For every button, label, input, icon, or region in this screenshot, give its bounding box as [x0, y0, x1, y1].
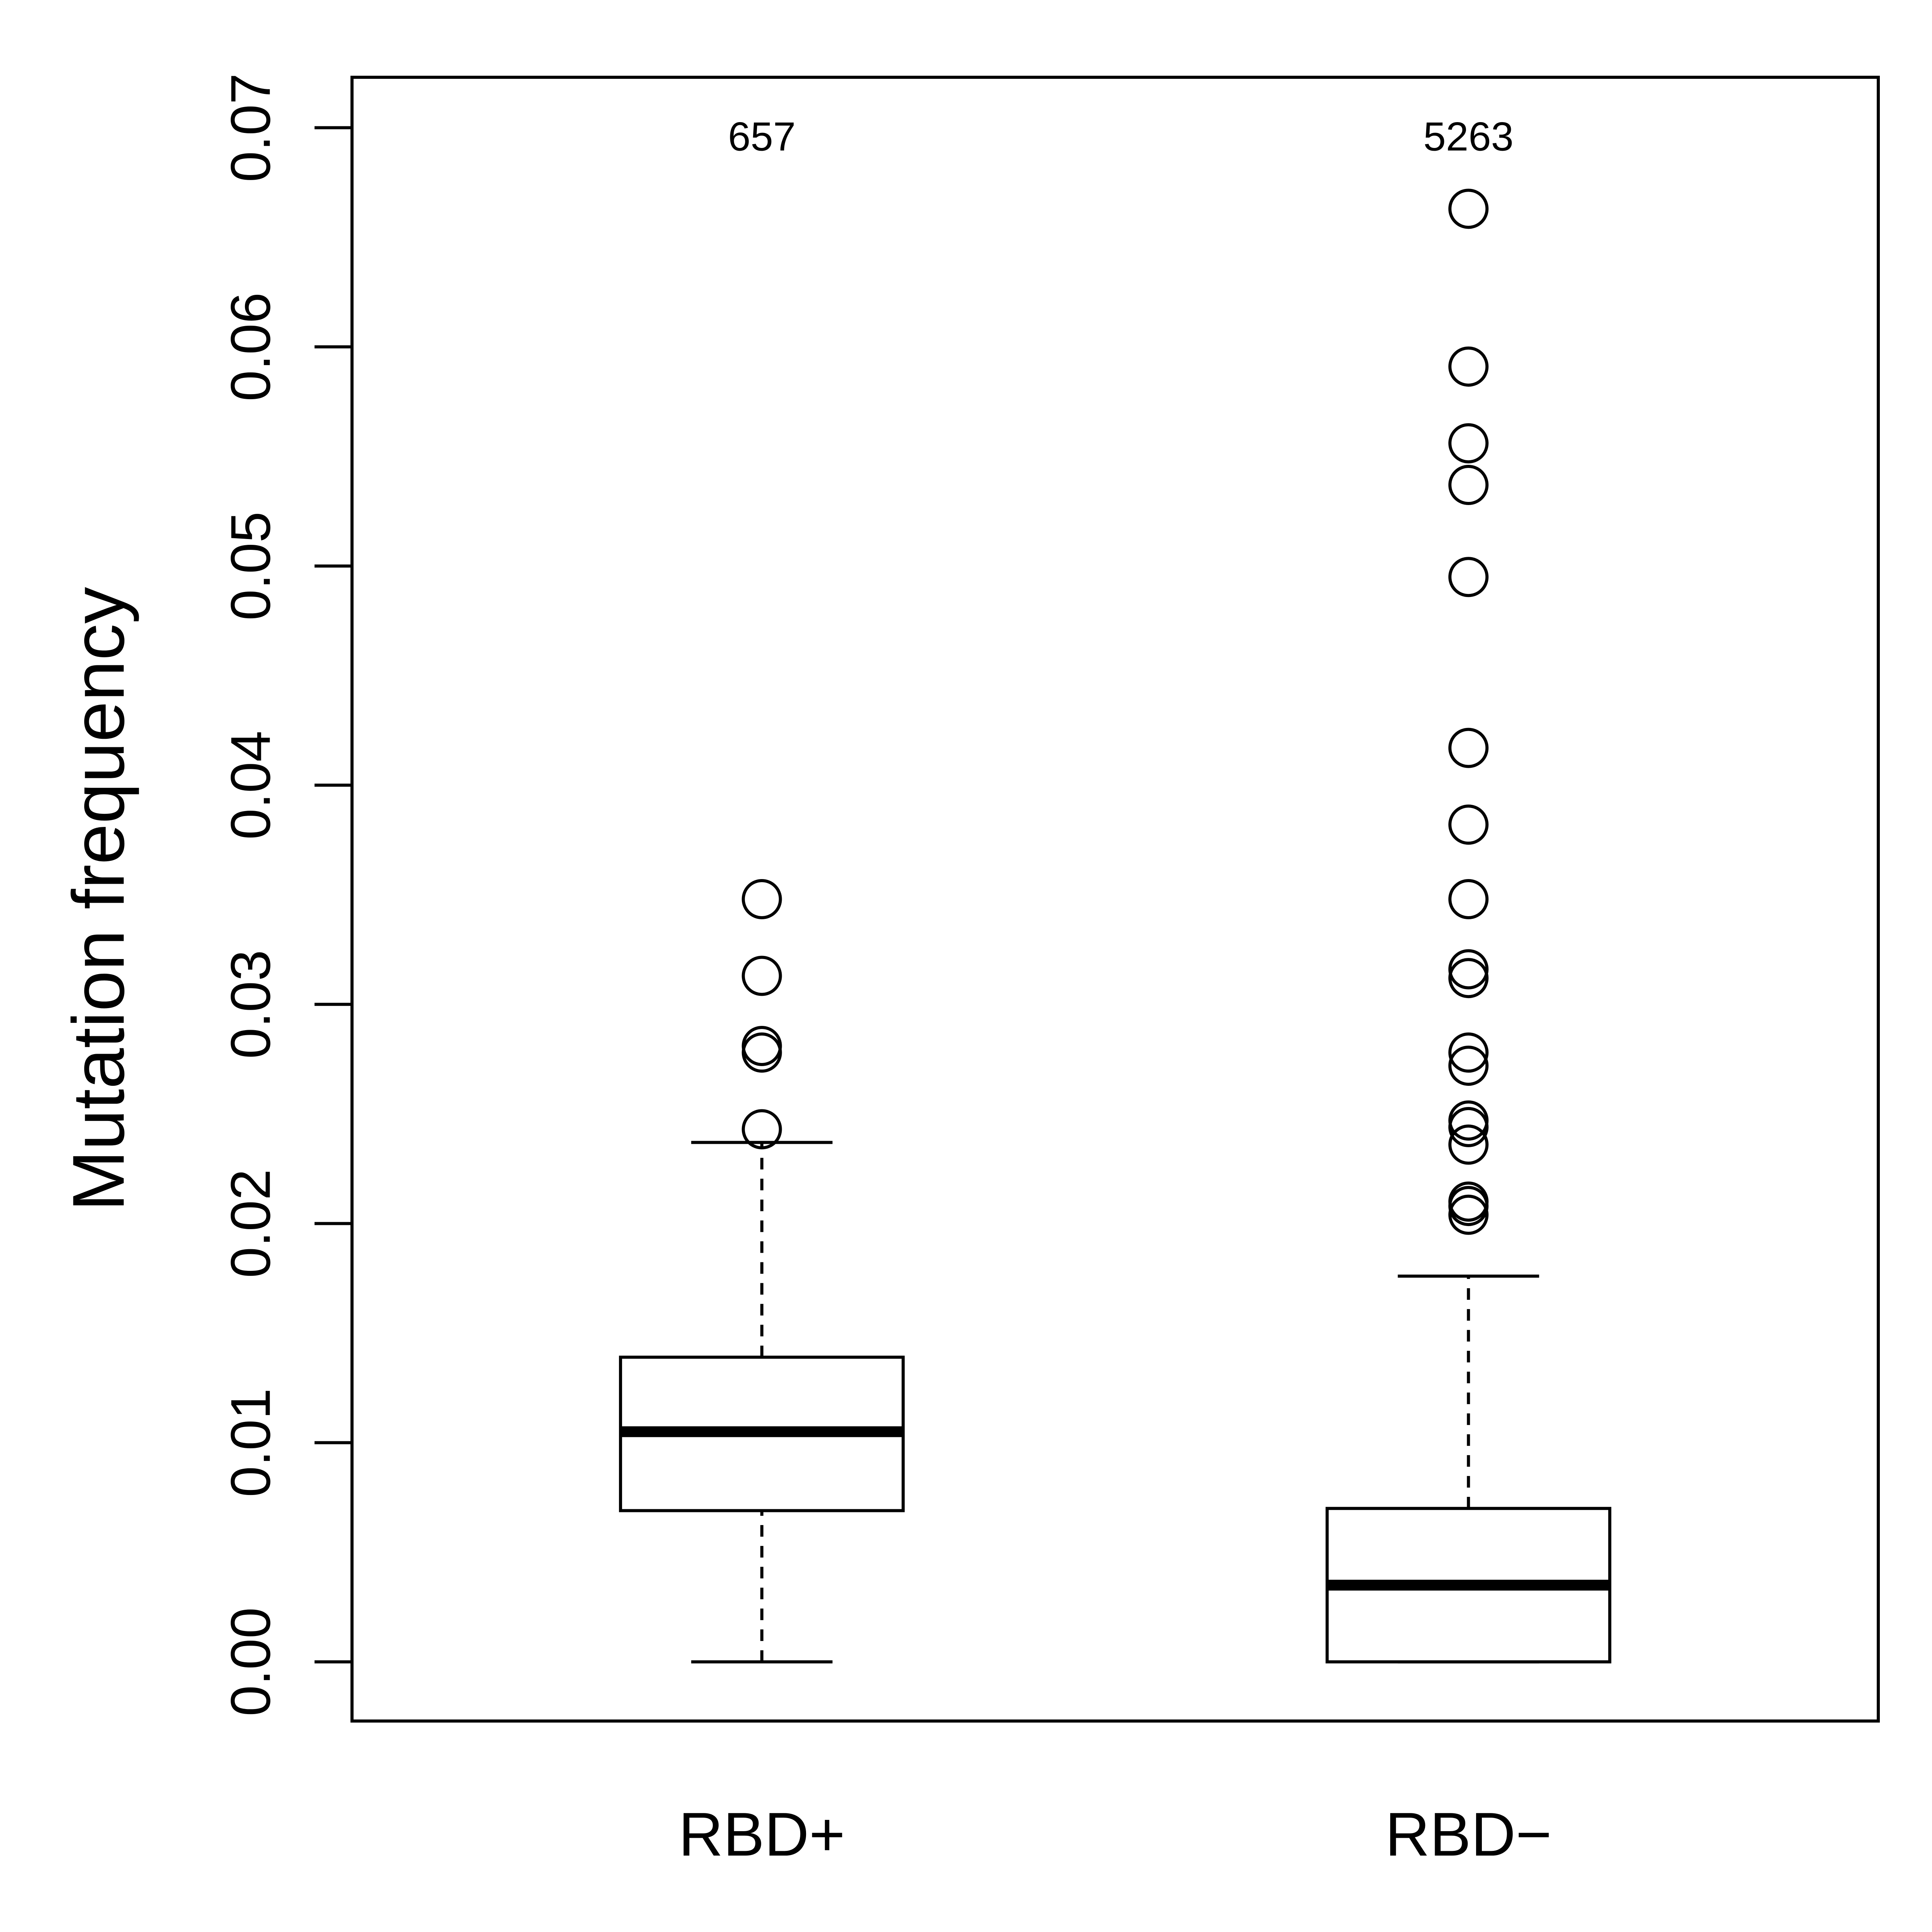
outlier	[1448, 958, 1489, 998]
outlier	[742, 1026, 782, 1066]
outlier	[742, 956, 782, 996]
outlier	[1448, 1100, 1489, 1141]
count-label: 657	[728, 114, 796, 160]
outlier	[1448, 1181, 1489, 1222]
outlier	[1448, 1194, 1489, 1235]
y-tick-label: 0.02	[219, 1169, 282, 1278]
outlier	[1448, 879, 1489, 919]
outlier	[1448, 423, 1489, 464]
outlier	[1448, 804, 1489, 845]
outlier	[1448, 464, 1489, 505]
outlier	[742, 879, 782, 919]
outlier	[1448, 346, 1489, 387]
outlier	[1448, 1032, 1489, 1073]
count-label: 5263	[1423, 114, 1514, 160]
y-tick-label: 0.05	[219, 512, 282, 621]
outlier	[1448, 1124, 1489, 1165]
outlier	[1448, 1046, 1489, 1086]
x-tick-label: RBD+	[679, 1799, 845, 1869]
outlier	[1448, 189, 1489, 229]
y-tick-label: 0.06	[219, 293, 282, 401]
x-tick-label: RBD−	[1385, 1799, 1552, 1869]
y-tick-label: 0.01	[219, 1388, 282, 1497]
y-axis-label: Mutation frequency	[58, 587, 139, 1211]
y-tick-label: 0.03	[219, 950, 282, 1059]
plot-frame	[350, 76, 1880, 1723]
outlier	[742, 1109, 782, 1150]
outlier	[1448, 728, 1489, 768]
y-tick-label: 0.07	[219, 73, 282, 182]
outlier	[1448, 949, 1489, 990]
y-tick-label: 0.00	[219, 1607, 282, 1716]
y-tick-label: 0.04	[219, 731, 282, 840]
outlier	[1448, 557, 1489, 597]
